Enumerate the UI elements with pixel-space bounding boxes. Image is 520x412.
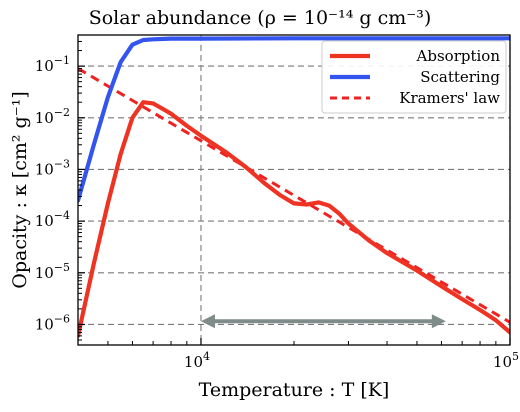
series-line-kramers-law bbox=[78, 67, 510, 324]
grid-layer bbox=[78, 35, 511, 345]
x-tick-label: 104 bbox=[184, 350, 210, 371]
legend-label: Scattering bbox=[420, 68, 500, 86]
annotation-arrow-head-right bbox=[431, 314, 446, 329]
annotation-layer bbox=[200, 314, 446, 329]
legend-label: Absorption bbox=[416, 47, 501, 65]
legend: Absorption Scattering Kramers' law bbox=[321, 40, 507, 114]
annotation-arrow-head-left bbox=[200, 314, 215, 329]
y-tick-label: 10−3 bbox=[35, 157, 70, 178]
series-line-absorption bbox=[78, 100, 510, 338]
x-axis-title: Temperature : T [K] bbox=[199, 379, 390, 401]
y-tick-label: 10−1 bbox=[35, 54, 70, 75]
series-layer bbox=[78, 36, 510, 338]
ticks-layer: 10−6 10−5 10−4 10−3 10−2 10−1 104 105 bbox=[35, 34, 519, 371]
y-tick-label: 10−6 bbox=[35, 312, 70, 333]
legend-box bbox=[321, 40, 507, 114]
x-tick-label: 105 bbox=[493, 350, 519, 371]
y-tick-label: 10−4 bbox=[35, 209, 70, 230]
chart-title: Solar abundance (ρ = 10⁻¹⁴ g cm⁻³) bbox=[89, 7, 432, 29]
y-tick-label: 10−5 bbox=[35, 261, 70, 282]
legend-label: Kramers' law bbox=[399, 89, 500, 107]
y-tick-label: 10−2 bbox=[35, 106, 70, 127]
series-line-scattering bbox=[78, 36, 510, 203]
y-axis-title: Opacity : κ [cm² g⁻¹] bbox=[9, 91, 31, 289]
